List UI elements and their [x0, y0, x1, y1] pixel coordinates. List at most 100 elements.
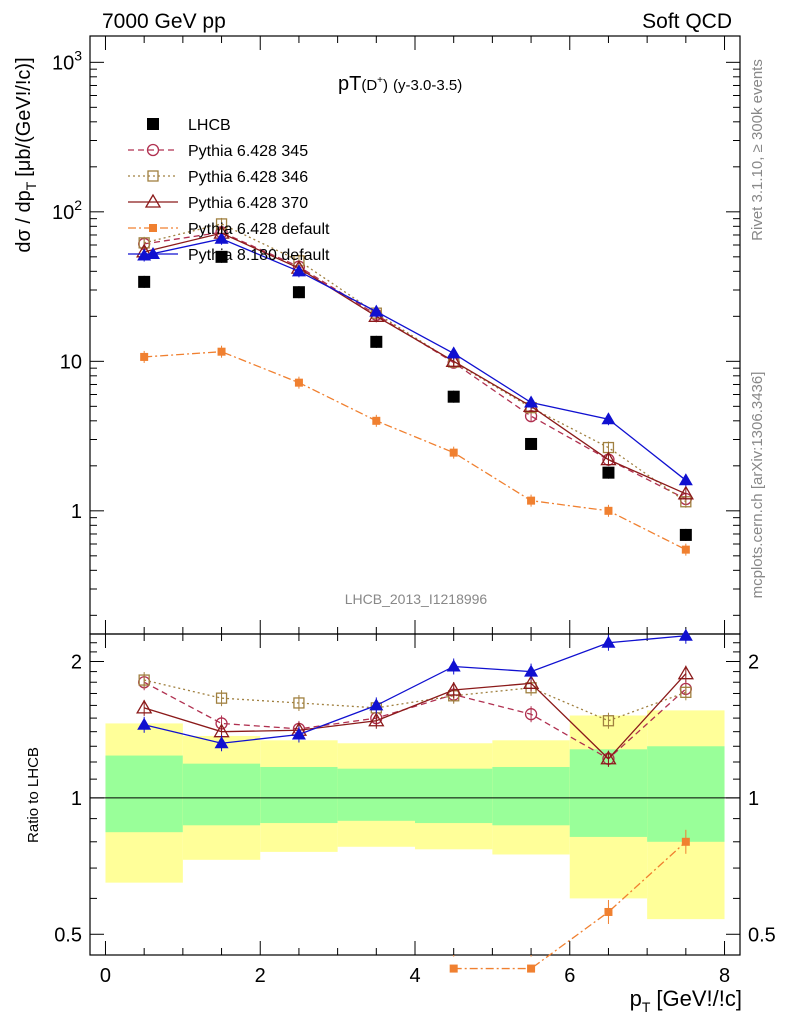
ratio-band-inner	[105, 755, 183, 833]
ratio-series-line	[143, 681, 687, 760]
main-data-point	[291, 264, 306, 277]
main-series-0	[138, 250, 692, 541]
ratio-data-point	[369, 698, 384, 711]
main-series-line	[144, 238, 687, 481]
main-data-point	[600, 451, 617, 466]
main-data-point	[138, 275, 151, 288]
x-tick-label: 4	[409, 965, 420, 987]
main-data-point	[445, 353, 462, 367]
header-energy: 7000 GeV pp	[102, 10, 226, 33]
main-data-point	[370, 335, 383, 348]
main-data-point	[449, 448, 458, 457]
ratio-data-point	[368, 712, 385, 727]
x-tick-label: 6	[564, 965, 575, 987]
mcplots-label: mcplots.cern.ch [arXiv:1306.3436]	[749, 372, 766, 599]
main-data-point	[294, 378, 303, 387]
ratio-y-tick-label: 1	[71, 788, 82, 810]
x-tick-label: 8	[719, 965, 730, 987]
legend-marker	[146, 247, 160, 259]
main-data-point	[217, 347, 226, 356]
main-data-point	[524, 395, 539, 408]
legend-label: LHCB	[188, 117, 231, 134]
main-series-3	[136, 224, 694, 500]
main-y-tick-label: 10	[60, 351, 82, 373]
plot-title: pT(D+) (y-3.0-3.5)	[338, 73, 462, 95]
ratio-band-inner	[260, 766, 338, 824]
analysis-watermark: LHCB_2013_I1218996	[345, 591, 488, 607]
ratio-data-point	[681, 837, 690, 846]
legend-marker	[146, 143, 160, 157]
main-data-point	[604, 506, 613, 515]
main-panel: 1 10 102 103	[52, 35, 741, 635]
ratio-data-point	[604, 907, 613, 916]
main-y-tick-label: 102	[52, 197, 82, 224]
main-data-point	[681, 545, 690, 554]
main-data-point	[372, 416, 381, 425]
ratio-band-inner	[415, 768, 493, 824]
ratio-data-point	[215, 692, 228, 704]
header-process: Soft QCD	[642, 10, 732, 33]
ratio-data-point	[136, 699, 153, 714]
main-series-line	[144, 231, 687, 500]
ratio-series-3	[449, 829, 690, 973]
legend-label: Pythia 6.428 default	[188, 221, 330, 238]
legend-marker	[144, 193, 162, 208]
ratio-data-point	[293, 697, 305, 709]
ratio-band-inner	[647, 746, 725, 842]
rivet-label: Rivet 3.1.10, ≥ 300k events	[749, 59, 766, 241]
ratio-data-point	[524, 708, 538, 721]
ratio-data-point	[446, 659, 461, 672]
legend-marker	[147, 118, 159, 130]
x-tick-label: 0	[100, 965, 111, 987]
main-data-point	[215, 250, 228, 263]
legend-marker	[149, 224, 157, 232]
main-data-point	[679, 528, 692, 541]
ratio-series-line	[143, 673, 687, 760]
ratio-data-point	[137, 717, 152, 730]
ratio-y-tick-label-right: 0.5	[748, 924, 776, 946]
legend-marker	[147, 170, 159, 182]
legend: LHCB Pythia 6.428 345 Pythia 6.428 346 Pyth…	[128, 117, 330, 264]
legend-entry: LHCB	[147, 117, 231, 134]
main-data-point	[447, 390, 460, 403]
main-data-point	[140, 352, 149, 361]
ratio-series-line	[144, 679, 687, 722]
ratio-data-point	[449, 964, 458, 973]
legend-label: Pythia 6.428 345	[188, 143, 308, 160]
main-data-point	[446, 346, 461, 359]
ratio-series-line	[453, 841, 687, 970]
legend-entry: Pythia 8.180 default	[128, 247, 330, 264]
main-series-4	[140, 345, 690, 556]
ratio-data-point	[527, 964, 536, 973]
legend-entry: Pythia 6.428 default	[128, 221, 330, 238]
ratio-y-tick-label-right: 2	[748, 651, 759, 673]
ratio-data-point	[291, 727, 306, 740]
ratio-panel: 0 2 4 6 8 0.5 0.5 1 1 2 2	[54, 628, 776, 987]
xlabel: pT [GeV!/!c]	[630, 986, 742, 1015]
ratio-band-inner	[182, 763, 261, 826]
ratio-data-point	[601, 635, 616, 648]
main-series-line	[144, 351, 687, 551]
ratio-data-point	[680, 686, 692, 698]
ratio-data-point	[522, 675, 540, 689]
main-data-point	[602, 466, 615, 479]
main-data-point	[677, 485, 694, 500]
main-y-tick-label: 103	[52, 47, 82, 74]
main-data-point	[525, 437, 538, 450]
main-data-point	[369, 304, 384, 317]
ratio-data-point	[138, 674, 150, 686]
ratio-data-point	[445, 681, 462, 696]
legend-label: Pythia 6.428 346	[188, 169, 308, 186]
main-data-point	[292, 286, 305, 299]
x-tick-label: 2	[255, 965, 266, 987]
ratio-y-tick-label: 2	[71, 651, 82, 673]
legend-entry: Pythia 6.428 346	[128, 169, 308, 186]
ratio-band-inner	[492, 766, 570, 826]
main-data-point	[214, 231, 229, 244]
ratio-series-line	[144, 635, 686, 744]
main-series-line	[144, 232, 687, 495]
legend-label: Pythia 6.428 370	[188, 195, 308, 212]
ratio-ylabel: Ratio to LHCB	[25, 747, 42, 843]
ratio-data-point	[677, 665, 694, 680]
